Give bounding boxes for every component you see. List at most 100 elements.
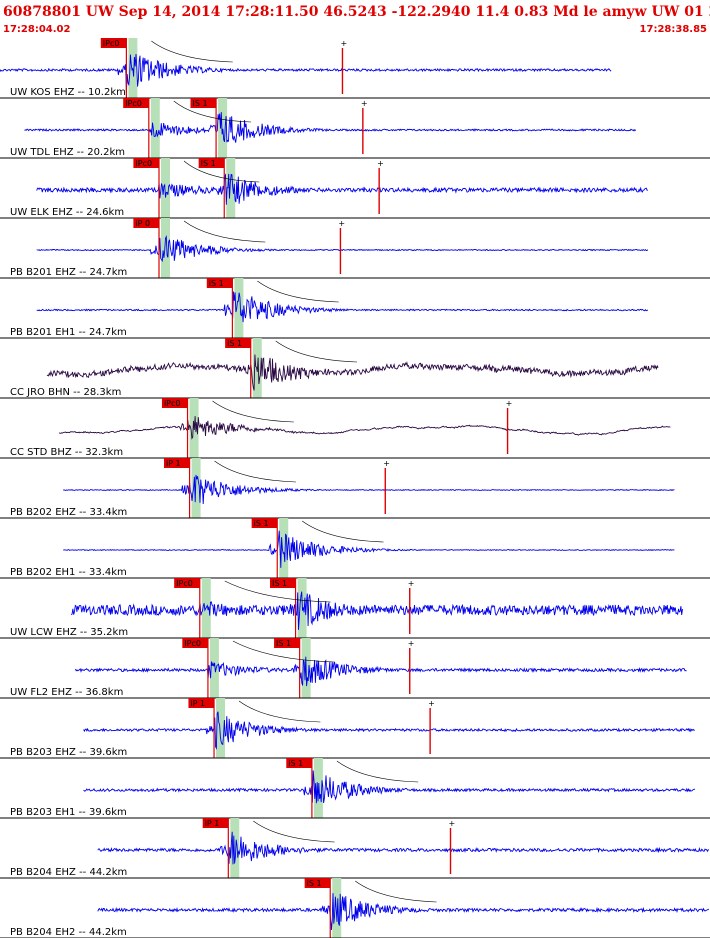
pick-window [332,878,342,938]
trace-row: IPc0 IS 1 + UW TDL EHZ -- 20.2km [0,98,710,159]
trace-row: IPc0 + UW KOS EHZ -- 10.2km [0,38,710,99]
pick-label-box [182,638,208,648]
pick-label-box [133,158,160,168]
pick-label-box [269,578,296,588]
pick-label-box [133,218,160,228]
station-label: UW KOS EHZ -- 10.2km [10,87,126,98]
pick-label-box [100,38,127,48]
coda-marker-tick: + [361,99,368,108]
trace-row: iP 1 + PB B204 EHZ -- 44.2km [0,818,710,879]
waveform [36,173,649,205]
station-label: PB B204 EHZ -- 44.2km [10,867,127,878]
pick-label: IS 1 [201,159,216,168]
station-label: PB B201 EH1 -- 24.7km [10,327,127,338]
waveform [63,530,675,568]
event-header-title: 60878801 UW Sep 14, 2014 17:28:11.50 46.… [3,4,710,20]
travel-time-curve [183,160,260,183]
travel-time-curve [355,880,437,903]
trace-row: iP 0 + PB B201 EHZ -- 24.7km [0,218,710,279]
travel-time-curve [214,460,296,483]
pick-window [218,98,228,158]
waveform [83,770,696,804]
travel-time-curve [224,580,331,603]
trace-row: IPc0 IS 1 + UW LCW EHZ -- 35.2km [0,578,710,639]
waveform [36,235,649,263]
pick-label: IPc0 [125,99,142,108]
pick-label-box [161,398,188,408]
trace-row: iPc0 + CC STD BHZ -- 32.3km [0,398,710,459]
pick-label: IS 1 [192,99,207,108]
trace-row: iP 1 + PB B203 EHZ -- 39.6km [0,698,710,759]
pick-label-box [251,518,278,528]
travel-time-curve [212,400,294,423]
pick-label-box [225,338,251,348]
coda-marker-tick: + [338,219,345,228]
station-label: UW ELK EHZ -- 24.6km [10,207,124,218]
waveform [36,291,649,323]
pick-label-box [304,878,331,888]
waveform [83,711,695,750]
coda-marker-tick: + [428,699,435,708]
pick-window [209,638,219,698]
pick-label-box [206,278,233,288]
pick-window [150,98,160,158]
station-label: UW LCW EHZ -- 35.2km [10,627,128,638]
coda-marker-tick: + [408,579,415,588]
pick-label: iP 1 [190,699,205,708]
pick-window [230,818,240,878]
pick-label: IS 1 [276,639,291,648]
pick-label: iS 1 [209,279,224,288]
pick-label-box [274,638,300,648]
waveform [97,831,709,865]
waveform [97,893,709,931]
travel-time-curve [275,340,358,363]
waveform [70,591,683,630]
pick-label: iP 1 [166,459,181,468]
waveform [63,474,675,505]
station-label: PB B203 EHZ -- 39.6km [10,747,127,758]
coda-marker-tick: + [449,819,456,828]
travel-time-curve [173,100,252,123]
pick-window [161,158,171,218]
end-time: 17:28:38.85 [640,24,708,35]
travel-time-curve [336,760,419,783]
pick-label: IPc0 [135,159,152,168]
travel-time-curve [238,700,321,723]
coda-marker-tick: + [377,159,384,168]
pick-window [161,218,171,278]
pick-label: iP 0 [135,219,150,228]
travel-time-curve [302,520,384,543]
travel-time-curve [232,640,335,663]
pick-label-box [188,698,215,708]
pick-window [216,698,226,758]
coda-marker-tick: + [340,39,347,48]
coda-marker-tick: + [506,399,513,408]
station-label: CC STD BHZ -- 32.3km [10,447,123,458]
pick-label: IPc0 [103,39,120,48]
pick-window [234,278,244,338]
pick-label: iS 1 [227,339,242,348]
coda-marker-tick: + [408,639,415,648]
trace-row: iS 1 CC JRO BHN -- 28.3km [0,338,710,399]
travel-time-curve [151,40,233,63]
station-label: UW FL2 EHZ -- 36.8km [10,687,123,698]
travel-time-curve [257,280,339,303]
station-label: PB B204 EH2 -- 44.2km [10,927,127,938]
station-label: PB B202 EHZ -- 33.4km [10,507,127,518]
pick-label-box [123,98,149,108]
pick-label: IPc0 [176,579,193,588]
pick-label: IPc0 [184,639,201,648]
station-label: CC JRO BHN -- 28.3km [10,387,121,398]
waveform [74,656,687,687]
start-time: 17:28:04.02 [3,24,71,35]
trace-row: iS 1 PB B202 EH1 -- 33.4km [0,518,710,579]
trace-row: iS 1 PB B204 EH2 -- 44.2km [0,878,710,938]
trace-row: iS 1 PB B203 EH1 -- 39.6km [0,758,710,819]
pick-label-box [174,578,200,588]
travel-time-curve [183,220,266,243]
station-label: PB B201 EHZ -- 24.7km [10,267,127,278]
trace-row: IPc0 IS 1 + UW ELK EHZ -- 24.6km [0,158,710,219]
pick-label-box [198,158,225,168]
